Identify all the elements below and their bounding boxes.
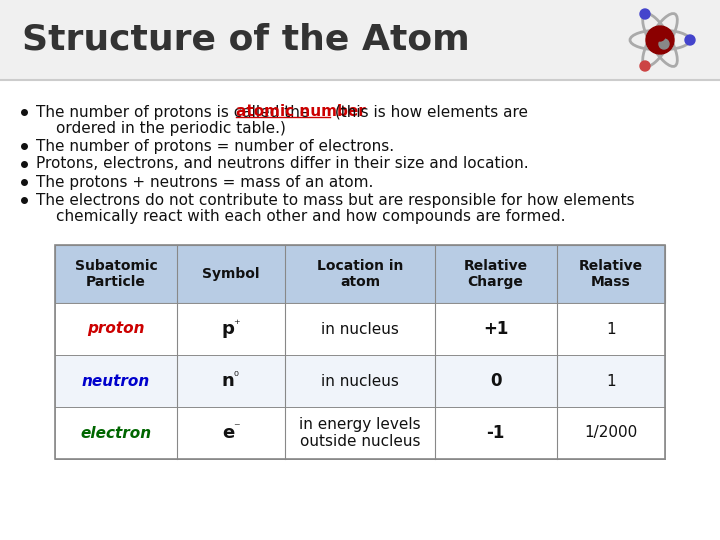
FancyBboxPatch shape <box>55 303 665 355</box>
Text: 1/2000: 1/2000 <box>584 426 637 441</box>
Text: in nucleus: in nucleus <box>321 321 399 336</box>
Circle shape <box>659 39 669 49</box>
Circle shape <box>640 61 650 71</box>
Circle shape <box>651 39 661 49</box>
Text: ⁺: ⁺ <box>233 318 240 330</box>
Text: ordered in the periodic table.): ordered in the periodic table.) <box>56 120 286 136</box>
Text: p: p <box>222 320 235 338</box>
Text: The electrons do not contribute to mass but are responsible for how elements: The electrons do not contribute to mass … <box>36 192 634 207</box>
Text: atomic number: atomic number <box>236 105 366 119</box>
Text: Subatomic
Particle: Subatomic Particle <box>75 259 158 289</box>
Text: Symbol: Symbol <box>202 267 260 281</box>
Text: 1: 1 <box>606 374 616 388</box>
Text: (this is how elements are: (this is how elements are <box>330 105 528 119</box>
FancyBboxPatch shape <box>55 245 665 303</box>
Text: chemically react with each other and how compounds are formed.: chemically react with each other and how… <box>56 208 565 224</box>
FancyBboxPatch shape <box>0 0 720 80</box>
FancyBboxPatch shape <box>55 355 665 407</box>
Text: Protons, electrons, and neutrons differ in their size and location.: Protons, electrons, and neutrons differ … <box>36 157 528 172</box>
Text: e: e <box>222 424 234 442</box>
Text: Relative
Charge: Relative Charge <box>464 259 528 289</box>
Text: neutron: neutron <box>82 374 150 388</box>
Text: -1: -1 <box>487 424 505 442</box>
Circle shape <box>646 26 674 54</box>
Text: 0: 0 <box>490 372 501 390</box>
Text: Location in
atom: Location in atom <box>317 259 403 289</box>
Circle shape <box>685 35 695 45</box>
Text: +1: +1 <box>483 320 508 338</box>
FancyBboxPatch shape <box>0 80 720 540</box>
Text: 1: 1 <box>606 321 616 336</box>
Text: The number of protons is called the: The number of protons is called the <box>36 105 314 119</box>
Text: proton: proton <box>87 321 145 336</box>
Circle shape <box>655 31 665 41</box>
Text: Structure of the Atom: Structure of the Atom <box>22 23 469 57</box>
Text: in energy levels
outside nucleus: in energy levels outside nucleus <box>300 417 420 449</box>
FancyBboxPatch shape <box>55 407 665 459</box>
Text: n: n <box>222 372 235 390</box>
Text: The number of protons = number of electrons.: The number of protons = number of electr… <box>36 138 394 153</box>
Text: The protons + neutrons = mass of an atom.: The protons + neutrons = mass of an atom… <box>36 174 374 190</box>
Text: ⁻: ⁻ <box>233 422 240 435</box>
Text: in nucleus: in nucleus <box>321 374 399 388</box>
Text: electron: electron <box>81 426 152 441</box>
Circle shape <box>640 9 650 19</box>
Text: Relative
Mass: Relative Mass <box>579 259 643 289</box>
Text: ⁰: ⁰ <box>234 369 238 382</box>
